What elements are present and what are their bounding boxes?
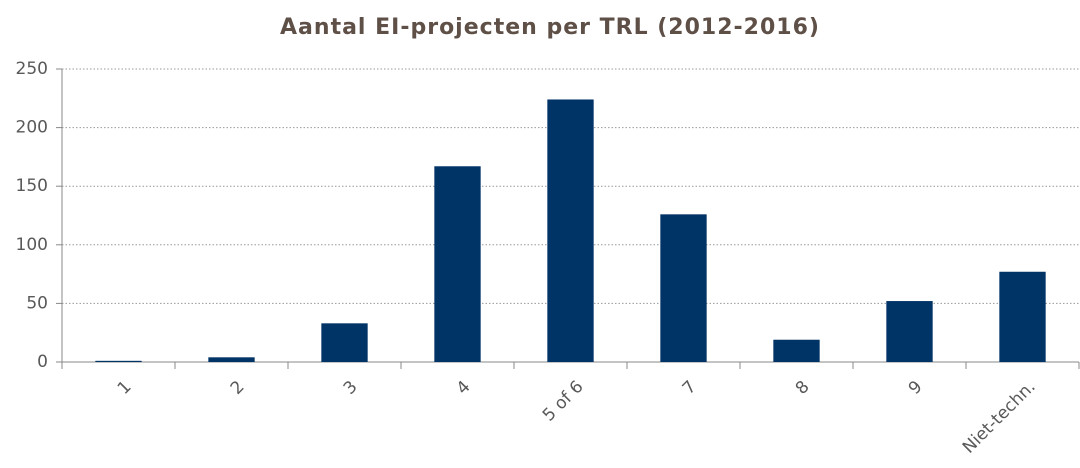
bar	[321, 323, 368, 362]
x-tick-label: 8	[792, 377, 814, 399]
y-tick-label: 0	[37, 352, 48, 372]
bar	[95, 360, 142, 362]
y-tick-label: 50	[26, 293, 48, 313]
x-tick-label: 2	[227, 377, 249, 399]
bar	[434, 166, 481, 362]
bar	[547, 99, 594, 363]
y-tick-label: 100	[16, 235, 48, 255]
bar	[208, 357, 255, 362]
bar	[660, 214, 707, 362]
bar	[773, 339, 820, 362]
x-tick-label: 5 of 6	[539, 377, 588, 426]
bar	[999, 271, 1046, 362]
y-tick-label: 150	[16, 176, 48, 196]
chart-title: Aantal EI-projecten per TRL (2012-2016)	[280, 15, 820, 40]
x-tick-label: Niet-techn.	[959, 377, 1040, 458]
x-tick-label: 7	[679, 377, 701, 399]
y-tick-label: 200	[16, 118, 48, 138]
x-tick-label: 9	[905, 377, 927, 399]
y-tick-label: 250	[16, 59, 48, 79]
x-tick-label: 1	[114, 377, 136, 399]
x-tick-label: 4	[453, 377, 475, 399]
bar	[886, 301, 933, 362]
x-tick-label: 3	[340, 377, 362, 399]
